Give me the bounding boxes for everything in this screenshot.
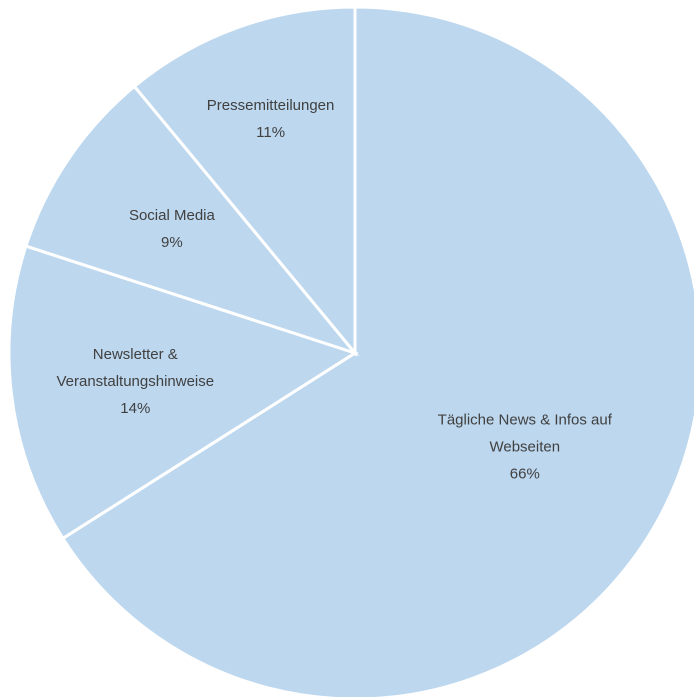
pie-slice-category: Veranstaltungshinweise	[56, 373, 214, 390]
pie-slice	[132, 5, 357, 358]
pie-slice-label: Tägliche News & Infos auf Webseiten 66%	[438, 411, 613, 482]
pie-slice	[60, 5, 694, 697]
pie-slice-label: Social Media 9%	[129, 207, 216, 251]
pie-slice-percent: 14%	[120, 400, 150, 417]
pie-slice-label: Newsletter & Veranstaltungshinweise 14%	[56, 346, 214, 417]
pie-slice-category: Tägliche News & Infos auf	[438, 411, 613, 428]
pie-slice-category: Social Media	[129, 207, 216, 224]
pie-slice-percent: 11%	[256, 124, 285, 141]
pie-slice-label: Pressemitteilungen 11%	[207, 97, 335, 141]
pie-labels: Tägliche News & Infos auf Webseiten 66% New…	[56, 97, 612, 482]
pie-slice-category: Webseiten	[489, 438, 560, 455]
pie-slice-percent: 66%	[510, 465, 540, 482]
pie-slice-category: Pressemitteilungen	[207, 97, 335, 114]
pie-slice	[7, 244, 359, 541]
pie-slices	[7, 5, 694, 697]
pie-slice	[24, 84, 360, 357]
pie-slice-category: Newsletter &	[93, 346, 178, 363]
pie-slice-percent: 9%	[161, 234, 183, 251]
